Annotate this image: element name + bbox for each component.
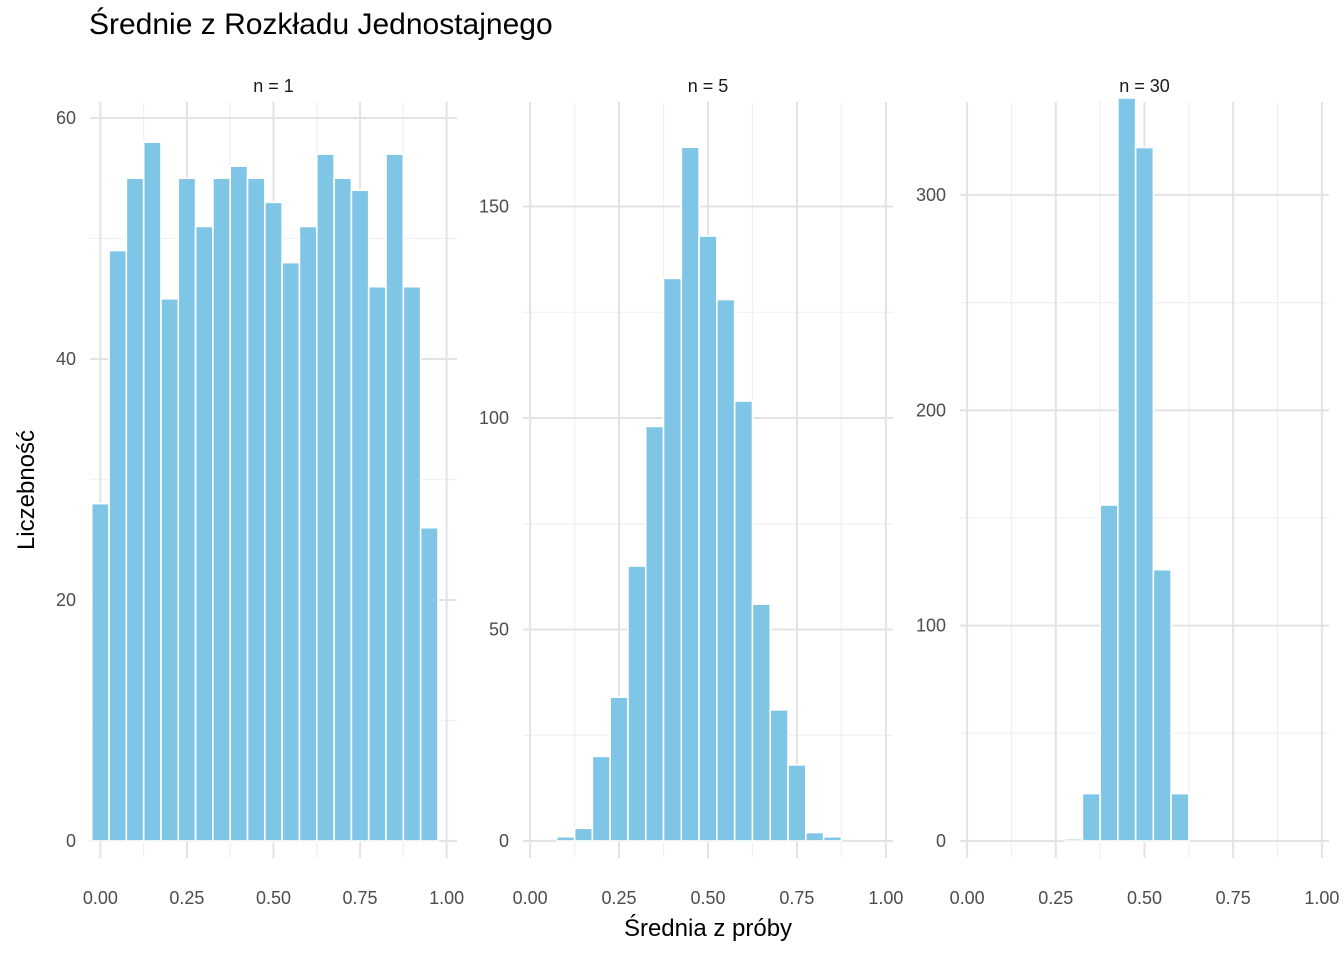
facet-panel-1: n = 1 0.00 0.25 0.50 0.75 1.00 0 20 40 60 bbox=[56, 76, 464, 908]
x-tick-label: 0.00 bbox=[513, 888, 548, 908]
histogram-bar bbox=[229, 165, 249, 842]
histogram-bar bbox=[264, 201, 283, 842]
histogram-bar bbox=[333, 177, 353, 842]
x-tick-label: 0.25 bbox=[169, 888, 204, 908]
histogram-bar bbox=[125, 177, 145, 842]
x-tick-label: 0.75 bbox=[779, 888, 814, 908]
histogram-bar bbox=[1099, 504, 1119, 842]
histogram-bar bbox=[1152, 568, 1172, 842]
x-tick-label: 0.25 bbox=[1038, 888, 1073, 908]
histogram-bar bbox=[246, 177, 266, 842]
y-tick-label: 200 bbox=[916, 400, 946, 420]
histogram-bar bbox=[385, 153, 405, 842]
facet-panel-2: n = 5 0.00 0.25 0.50 0.75 1.00 0 50 100 150 bbox=[479, 76, 903, 908]
histogram-bar bbox=[680, 146, 700, 842]
histogram-bar bbox=[90, 502, 110, 842]
histogram-bar bbox=[298, 225, 318, 842]
histogram-bar bbox=[367, 285, 387, 842]
histogram-bar bbox=[142, 141, 162, 842]
histogram-bar bbox=[281, 261, 301, 842]
histogram-bar bbox=[555, 835, 576, 842]
x-tick-label: 1.00 bbox=[429, 888, 464, 908]
histogram-bar bbox=[350, 189, 370, 842]
y-tick-label: 0 bbox=[936, 831, 946, 851]
histogram-bar bbox=[419, 526, 439, 842]
x-tick-label: 0.50 bbox=[1127, 888, 1162, 908]
histogram-bar bbox=[1117, 97, 1137, 842]
facet-strip-label: n = 30 bbox=[1119, 76, 1170, 96]
y-tick-label: 0 bbox=[499, 831, 509, 851]
x-tick-label: 0.75 bbox=[1216, 888, 1251, 908]
histogram-bar bbox=[805, 831, 825, 842]
histogram-bar bbox=[315, 153, 335, 842]
facet-panel-3: n = 30 0.00 0.25 0.50 0.75 1.00 0 100 200 300 bbox=[916, 76, 1339, 908]
x-tick-label: 0.50 bbox=[256, 888, 291, 908]
x-tick-label: 0.75 bbox=[343, 888, 378, 908]
histogram-bar bbox=[609, 696, 629, 842]
x-tick-label: 1.00 bbox=[868, 888, 903, 908]
x-tick-label: 0.25 bbox=[602, 888, 637, 908]
histogram-bar bbox=[698, 235, 718, 842]
histogram-bar bbox=[822, 835, 843, 842]
histogram-bar bbox=[751, 603, 772, 842]
y-tick-label: 150 bbox=[479, 196, 509, 216]
histogram-bar bbox=[644, 425, 665, 842]
histogram-bar bbox=[1063, 838, 1084, 842]
facet-strip-label: n = 1 bbox=[253, 76, 294, 96]
histogram-bar bbox=[160, 297, 180, 842]
histogram-bar bbox=[1170, 792, 1190, 842]
facet-strip-label: n = 5 bbox=[688, 76, 729, 96]
y-tick-label: 40 bbox=[56, 349, 76, 369]
y-tick-label: 60 bbox=[56, 108, 76, 128]
histogram-bar bbox=[1134, 146, 1155, 842]
histogram-bar bbox=[212, 177, 232, 842]
histogram-bar bbox=[627, 565, 647, 842]
chart-title: Średnie z Rozkładu Jednostajnego bbox=[89, 8, 553, 41]
y-tick-label: 100 bbox=[916, 616, 946, 636]
y-tick-label: 20 bbox=[56, 590, 76, 610]
x-tick-label: 1.00 bbox=[1304, 888, 1339, 908]
histogram-bar bbox=[108, 249, 128, 842]
histogram-bar bbox=[573, 827, 594, 842]
histogram-bar bbox=[716, 298, 736, 842]
histogram-bar bbox=[733, 400, 754, 842]
y-tick-label: 50 bbox=[489, 619, 509, 639]
histogram-bar bbox=[769, 709, 789, 842]
histogram-bar bbox=[591, 755, 611, 842]
x-tick-label: 0.50 bbox=[690, 888, 725, 908]
x-tick-label: 0.00 bbox=[83, 888, 118, 908]
x-tick-label: 0.00 bbox=[950, 888, 985, 908]
histogram-bar bbox=[787, 764, 807, 842]
y-tick-label: 300 bbox=[916, 185, 946, 205]
histogram-bar bbox=[662, 277, 683, 842]
histogram-bar bbox=[1081, 792, 1101, 842]
y-tick-label: 0 bbox=[66, 831, 76, 851]
histogram-bar bbox=[402, 285, 422, 842]
x-axis-title: Średnia z próby bbox=[623, 915, 793, 942]
histogram-bar bbox=[194, 225, 214, 842]
y-tick-label: 100 bbox=[479, 408, 509, 428]
histogram-bar bbox=[177, 177, 197, 842]
